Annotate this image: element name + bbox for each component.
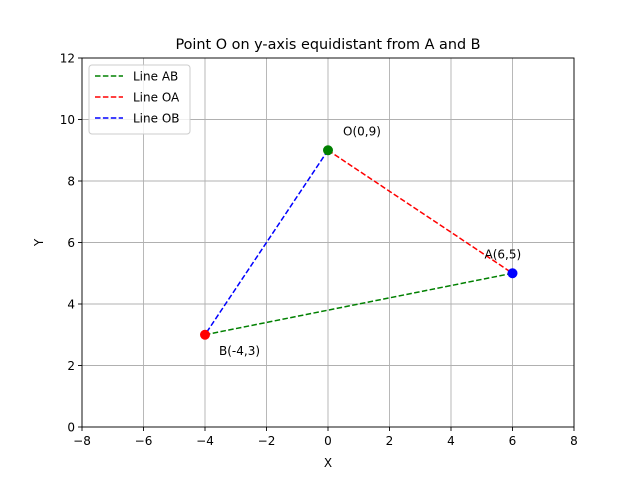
x-tick-label: −8 xyxy=(73,434,91,448)
point-annotation: B(-4,3) xyxy=(219,344,260,358)
legend-label: Line OB xyxy=(133,111,180,125)
data-point-3 xyxy=(323,145,333,156)
points-layer xyxy=(200,145,518,340)
chart-title: Point O on y-axis equidistant from A and… xyxy=(175,37,480,53)
x-tick-label: 2 xyxy=(386,434,394,448)
point-annotation: A(6,5) xyxy=(485,247,522,261)
y-tick-label: 10 xyxy=(60,113,75,127)
x-tick-label: 8 xyxy=(570,434,578,448)
y-tick-label: 12 xyxy=(60,51,75,65)
point-annotation: O(0,9) xyxy=(343,124,381,138)
y-tick-label: 2 xyxy=(67,359,75,373)
x-tick-label: 4 xyxy=(447,434,455,448)
y-tick-label: 4 xyxy=(67,297,75,311)
legend: Line AB Line OA Line OB xyxy=(88,64,191,135)
y-axis-label: Y xyxy=(32,238,46,247)
legend-label: Line OA xyxy=(133,90,180,104)
legend-label: Line AB xyxy=(133,69,178,83)
y-tick-label: 0 xyxy=(67,420,75,434)
series-line-2 xyxy=(327,149,513,274)
series-line-3 xyxy=(204,149,329,336)
grid xyxy=(81,57,575,428)
x-tick-label: 0 xyxy=(324,434,332,448)
series-layer xyxy=(204,149,513,336)
data-point-2 xyxy=(200,329,210,340)
x-tick-label: −4 xyxy=(196,434,214,448)
x-tick-label: −6 xyxy=(135,434,153,448)
x-tick-label: 6 xyxy=(509,434,517,448)
y-tick-label: 6 xyxy=(67,236,75,250)
x-axis-label: X xyxy=(324,456,332,470)
x-tick-label: −2 xyxy=(258,434,276,448)
legend-box xyxy=(88,64,191,135)
series-line-1 xyxy=(204,272,513,336)
annotations-layer: A(6,5) B(-4,3) O(0,9) xyxy=(219,124,521,358)
y-tick-label: 8 xyxy=(67,174,75,188)
ticks-layer: −8 −6 −4 −2 0 2 4 6 8 0 2 4 6 8 10 12 xyxy=(60,51,578,448)
data-point-1 xyxy=(507,268,518,279)
